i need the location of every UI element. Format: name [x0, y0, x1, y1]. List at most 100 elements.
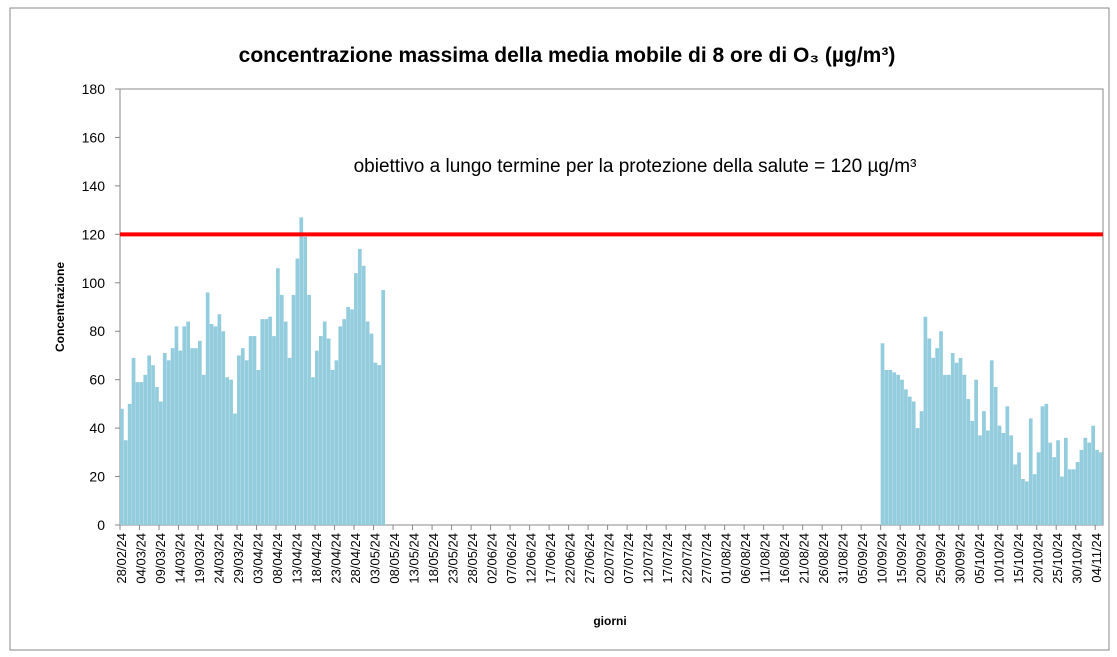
bar [182, 326, 187, 525]
x-tick-label: 20/10/24 [1031, 533, 1046, 584]
bar [978, 435, 982, 525]
bar [217, 314, 222, 525]
bar [915, 428, 920, 525]
bar [123, 440, 128, 525]
bar [1017, 452, 1021, 525]
x-tick-label: 12/07/24 [641, 533, 656, 584]
bar [1021, 478, 1025, 525]
bar [244, 360, 249, 525]
bar [198, 340, 202, 525]
bar [892, 372, 897, 525]
x-tick-label: 02/07/24 [602, 533, 617, 584]
bar [896, 374, 900, 525]
bar [1091, 425, 1095, 525]
bar [361, 265, 366, 525]
bar [240, 348, 245, 525]
bar [295, 258, 300, 525]
bar [283, 321, 288, 525]
bar [1056, 440, 1060, 525]
x-tick-label: 30/09/24 [953, 533, 968, 584]
bar [174, 326, 179, 525]
x-tick-label: 28/05/24 [465, 533, 480, 584]
bar [923, 316, 928, 525]
y-tick-label: 80 [89, 323, 105, 339]
bar [279, 294, 284, 525]
y-tick-label: 160 [82, 129, 106, 145]
bar [880, 343, 885, 525]
annotation: obiettivo a lungo termine per la protezi… [354, 156, 917, 177]
bar [935, 348, 939, 525]
x-tick-label: 15/09/24 [894, 533, 909, 584]
x-tick-label: 08/05/24 [387, 533, 402, 584]
bar [151, 365, 155, 525]
bar [346, 307, 350, 525]
x-tick-label: 27/06/24 [582, 533, 597, 584]
bar [1036, 452, 1041, 525]
x-tick-label: 27/07/24 [699, 533, 714, 584]
x-tick-label: 11/08/24 [758, 533, 773, 583]
bar [950, 353, 955, 525]
bar [194, 348, 198, 525]
bar [318, 336, 323, 525]
x-tick-label: 07/06/24 [504, 533, 519, 584]
bar [248, 336, 253, 525]
x-tick-label: 03/05/24 [368, 533, 383, 584]
bar [357, 248, 362, 525]
x-tick-label: 20/09/24 [914, 533, 929, 584]
x-tick-label: 12/06/24 [524, 533, 539, 584]
x-tick-label: 04/03/24 [133, 533, 148, 584]
bar [276, 268, 280, 525]
bar [342, 319, 347, 525]
x-tick-label: 14/03/24 [172, 533, 187, 584]
x-tick-label: 30/10/24 [1070, 533, 1085, 584]
bar [1083, 437, 1088, 525]
bar [974, 379, 978, 525]
bar [939, 331, 943, 525]
bar [225, 377, 230, 525]
bar [221, 331, 226, 525]
x-tick-label: 16/08/24 [777, 533, 792, 584]
x-tick-label: 25/09/24 [933, 533, 948, 584]
bar [147, 355, 152, 525]
bar [381, 290, 386, 525]
x-tick-label: 24/03/24 [211, 533, 226, 584]
bar [884, 369, 889, 525]
x-tick-label: 18/05/24 [426, 533, 441, 584]
bar [354, 273, 358, 525]
x-tick-label: 28/02/24 [114, 533, 129, 584]
bar [326, 338, 331, 525]
x-tick-label: 02/06/24 [485, 533, 500, 584]
bar [1099, 452, 1103, 525]
bar [1024, 481, 1029, 525]
x-tick-label: 19/03/24 [192, 533, 207, 584]
bar [268, 316, 272, 525]
bar [205, 292, 210, 525]
bar [178, 350, 183, 525]
x-tick-label: 22/06/24 [563, 533, 578, 584]
y-tick-label: 140 [82, 178, 106, 194]
bar [166, 360, 171, 525]
bar [1048, 442, 1053, 525]
bar [1087, 442, 1092, 525]
x-tick-label: 22/07/24 [680, 533, 695, 584]
bar [985, 430, 990, 525]
bar [287, 357, 292, 525]
chart-title: concentrazione massima della media mobil… [239, 44, 896, 67]
bar [256, 369, 261, 525]
bar [970, 420, 975, 525]
x-tick-label: 25/10/24 [1050, 533, 1065, 584]
bar [135, 382, 140, 525]
bar [307, 294, 311, 525]
x-tick-label: 13/05/24 [407, 533, 422, 584]
y-tick-label: 60 [89, 372, 105, 388]
bar [365, 321, 370, 525]
x-tick-label: 03/04/24 [250, 533, 265, 584]
x-tick-label: 26/08/24 [816, 533, 831, 584]
x-tick-label: 18/04/24 [309, 533, 324, 584]
y-tick-label: 20 [89, 469, 105, 485]
bar [904, 389, 908, 525]
bar [1075, 462, 1080, 525]
x-tick-label: 06/08/24 [738, 533, 753, 584]
bar [260, 319, 265, 525]
x-tick-label: 05/10/24 [972, 533, 987, 584]
